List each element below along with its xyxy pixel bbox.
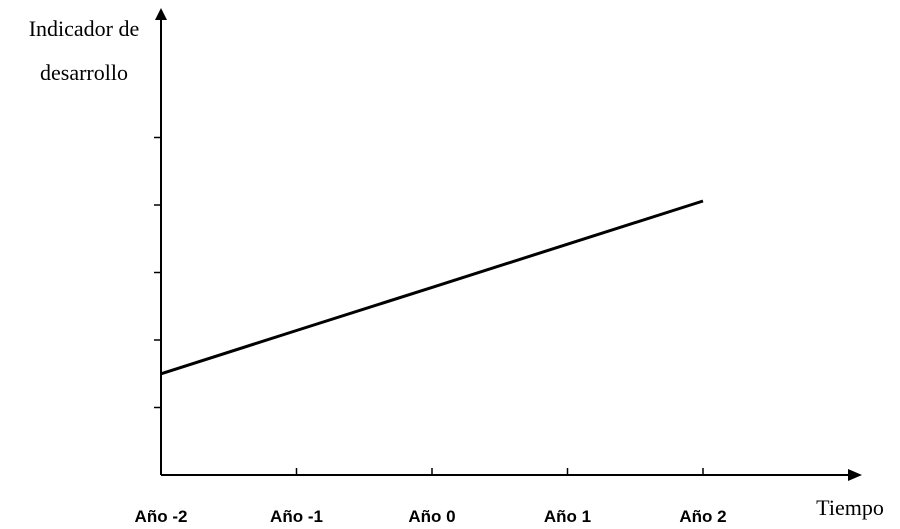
x-axis-label: Tiempo xyxy=(816,495,884,520)
x-tick-label-4: Año 1 xyxy=(544,507,591,526)
x-tick-label-5: Año 2 xyxy=(679,507,726,526)
series-line-1 xyxy=(160,199,704,376)
x-axis-arrowhead xyxy=(848,469,862,481)
labels: Indicador de desarrollo Tiempo xyxy=(29,16,884,520)
x-tick-label-3: Año 0 xyxy=(408,507,455,526)
series xyxy=(160,199,704,376)
y-axis-label-line-1: Indicador de xyxy=(29,16,140,41)
ticks: Año -2 Año -1 Año 0 Año 1 Año 2 xyxy=(135,136,727,526)
y-axis-label-line-2: desarrollo xyxy=(40,60,128,85)
axes xyxy=(155,8,862,481)
x-tick-label-1: Año -2 xyxy=(135,507,188,526)
x-tick-label-2: Año -1 xyxy=(270,507,323,526)
y-axis-arrowhead xyxy=(155,8,167,20)
